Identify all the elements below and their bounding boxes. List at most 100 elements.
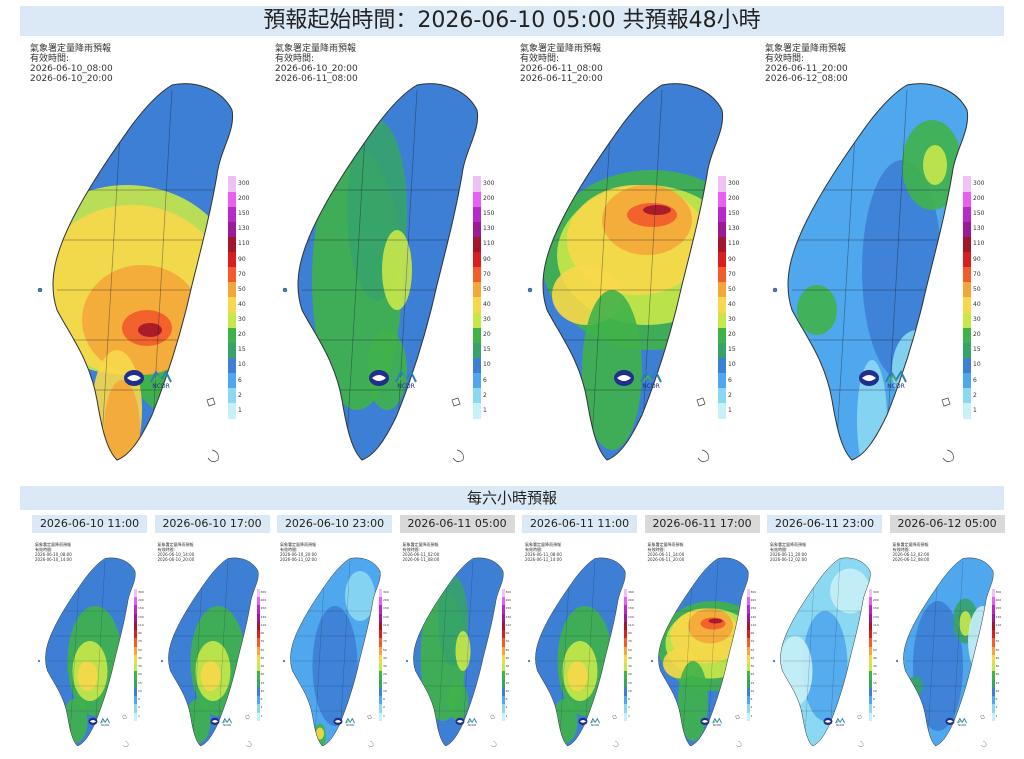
scale-swatch bbox=[718, 267, 726, 283]
scale-swatch bbox=[473, 357, 481, 374]
scale-swatch bbox=[501, 638, 505, 647]
panel-header-title: 氣象署定量降雨預報 bbox=[525, 542, 561, 547]
scale-swatch bbox=[134, 679, 137, 689]
valid-end: 2026-06-11_20:00 bbox=[520, 74, 603, 84]
scale-swatch bbox=[501, 588, 505, 598]
panel-header-title: 氣象署定量降雨預報 bbox=[275, 44, 357, 54]
valid-time-label: 有效時間: bbox=[765, 54, 805, 64]
scale-label: 10 bbox=[238, 361, 246, 369]
scale-label: 10 bbox=[973, 361, 981, 369]
scale-label: 90 bbox=[973, 255, 981, 263]
panel-header: 氣象署定量降雨預報 有效時間: 2026-06-10_20:00 2026-06-11… bbox=[280, 542, 317, 562]
scale-swatch bbox=[228, 176, 236, 192]
valid-time-label: 有效時間: bbox=[525, 547, 543, 552]
six-hour-timestamp: 2026-06-11 23:00 bbox=[767, 515, 882, 533]
scale-swatch bbox=[624, 621, 627, 631]
scale-swatch bbox=[134, 663, 137, 672]
taiwan-rain-map bbox=[772, 557, 871, 747]
scale-swatch bbox=[624, 663, 627, 672]
valid-time-label: 有效時間: bbox=[520, 54, 560, 64]
scale-label: 40 bbox=[505, 655, 510, 660]
valid-end: 2026-06-12_08:00 bbox=[765, 74, 848, 84]
scale-label: 30 bbox=[138, 664, 142, 669]
valid-end: 2026-06-10_20:00 bbox=[157, 557, 195, 562]
scale-swatch bbox=[991, 687, 995, 697]
scale-label: 40 bbox=[750, 655, 755, 660]
valid-start: 2026-06-10_14:00 bbox=[157, 552, 195, 557]
scale-label: 40 bbox=[238, 300, 246, 308]
scale-label: 200 bbox=[138, 598, 144, 603]
scale-swatch bbox=[501, 696, 505, 705]
scale-label: 90 bbox=[728, 255, 736, 263]
scale-swatch bbox=[501, 613, 505, 623]
scale-swatch bbox=[473, 403, 481, 419]
taiwan-rain-map bbox=[527, 557, 626, 747]
scale-label: 130 bbox=[505, 614, 512, 619]
scale-label: 200 bbox=[383, 598, 389, 603]
scale-swatch bbox=[869, 621, 872, 631]
scale-swatch bbox=[256, 630, 260, 639]
scale-label: 150 bbox=[383, 606, 389, 611]
six-hour-map-panel: 氣象署定量降雨預報 有效時間: 2026-06-10_08:00 2026-06-10… bbox=[30, 536, 150, 756]
scale-label: 50 bbox=[260, 647, 265, 652]
scale-label: 6 bbox=[973, 376, 977, 384]
scale-swatch bbox=[379, 597, 382, 606]
valid-end: 2026-06-10_14:00 bbox=[35, 557, 72, 562]
scale-label: 110 bbox=[728, 240, 740, 248]
six-hour-timestamp: 2026-06-12 05:00 bbox=[889, 515, 1005, 533]
scale-label: 50 bbox=[973, 285, 981, 293]
scale-label: 300 bbox=[238, 179, 250, 187]
scale-swatch bbox=[473, 176, 481, 192]
scale-label: 150 bbox=[505, 606, 512, 611]
scale-label: 10 bbox=[873, 688, 877, 693]
cwa-logo-icon: NCDR bbox=[578, 718, 600, 727]
scale-label: 300 bbox=[628, 589, 634, 594]
scale-label: 110 bbox=[873, 622, 879, 627]
scale-swatch bbox=[746, 654, 750, 664]
valid-time-label: 有效時間: bbox=[402, 547, 420, 552]
scale-swatch bbox=[134, 696, 137, 705]
scale-label: 150 bbox=[728, 210, 740, 218]
scale-label: 2 bbox=[728, 391, 732, 399]
valid-end: 2026-06-12_08:00 bbox=[892, 557, 930, 562]
scale-swatch bbox=[379, 704, 382, 713]
cwa-logo-icon: NCDR bbox=[700, 718, 723, 727]
scale-swatch bbox=[624, 687, 627, 697]
scale-label: 20 bbox=[995, 672, 1000, 677]
scale-swatch bbox=[963, 236, 971, 253]
scale-label: 10 bbox=[483, 361, 491, 369]
scale-swatch bbox=[473, 191, 481, 208]
scale-swatch bbox=[228, 221, 236, 238]
cwa-logo-icon: NCDR bbox=[368, 369, 417, 390]
scale-label: 20 bbox=[505, 672, 510, 677]
scale-label: 200 bbox=[750, 598, 757, 603]
scale-swatch bbox=[624, 605, 627, 614]
scale-swatch bbox=[963, 357, 971, 374]
scale-label: 300 bbox=[750, 589, 757, 594]
scale-label: 15 bbox=[628, 680, 632, 685]
scale-label: 30 bbox=[873, 664, 877, 669]
scale-swatch bbox=[228, 267, 236, 283]
scale-swatch bbox=[718, 357, 726, 374]
cwa-logo-icon: NCDR bbox=[613, 369, 662, 390]
scale-swatch bbox=[256, 613, 260, 623]
scale-swatch bbox=[718, 206, 726, 223]
scale-label: 1 bbox=[483, 406, 487, 414]
scale-label: 30 bbox=[973, 316, 981, 324]
panel-header-title: 氣象署定量降雨預報 bbox=[30, 44, 112, 54]
ncdr-logo-text: NCDR bbox=[223, 723, 231, 727]
ncdr-logo-text: NCDR bbox=[642, 383, 659, 390]
scale-label: 6 bbox=[728, 376, 732, 384]
scale-label: 15 bbox=[238, 346, 246, 354]
scale-label: 30 bbox=[505, 664, 510, 669]
scale-label: 15 bbox=[995, 680, 1000, 685]
taiwan-rain-map bbox=[282, 83, 479, 462]
panel-header: 氣象署定量降雨預報 有效時間: 2026-06-10_08:00 2026-06-10… bbox=[35, 542, 72, 562]
valid-start: 2026-06-12_02:00 bbox=[892, 552, 930, 557]
scale-swatch bbox=[501, 671, 505, 680]
six-hour-timestamp: 2026-06-10 11:00 bbox=[32, 515, 147, 533]
scale-label: 130 bbox=[973, 225, 985, 233]
six-hour-map-panel: 氣象署定量降雨預報 有效時間: 2026-06-11_20:00 2026-06-12… bbox=[765, 536, 885, 756]
scale-swatch bbox=[963, 191, 971, 208]
scale-label: 10 bbox=[260, 688, 265, 693]
